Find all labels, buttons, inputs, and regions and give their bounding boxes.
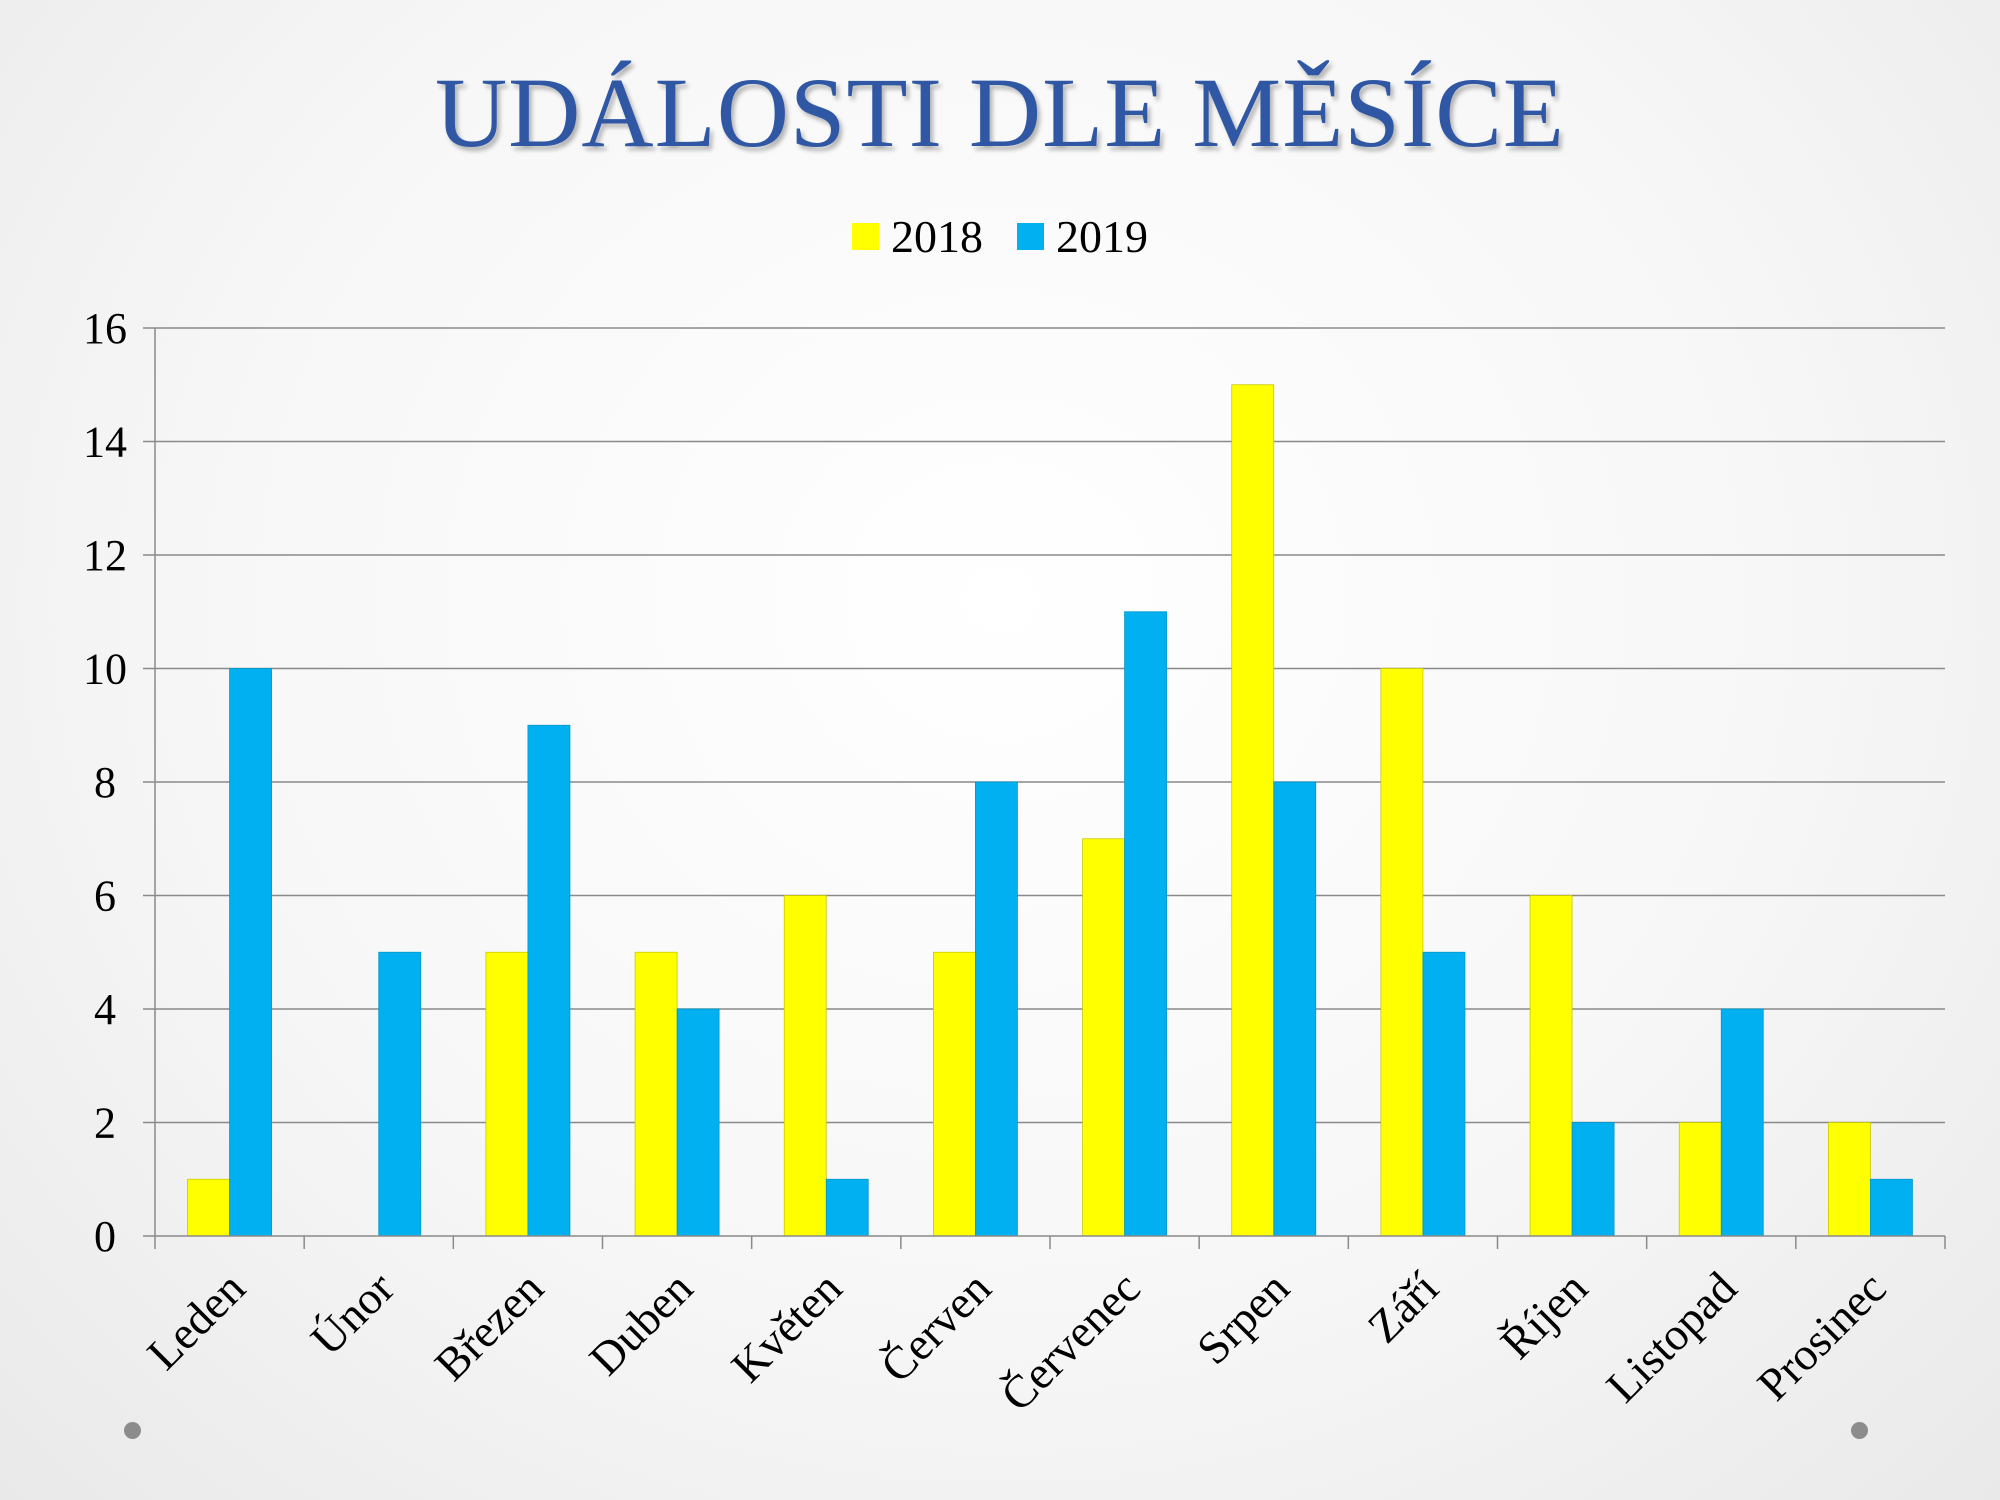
legend-swatch-2018 <box>852 223 879 250</box>
x-category-labels: Leden Únor Březen Duben Květen ČervenČervenec… <box>137 1262 1895 1421</box>
bar-2019-Listopad <box>1720 1008 1764 1237</box>
legend-label-2018: 2018 <box>891 211 983 262</box>
bar-2019-Únor <box>378 951 422 1237</box>
y-tick-label: 2 <box>94 1099 116 1148</box>
grid-lines <box>155 327 1945 1124</box>
x-category-label: Květen <box>721 1262 851 1392</box>
x-category-label: Červen <box>870 1262 1000 1392</box>
x-category-label: Červenec <box>991 1262 1150 1421</box>
x-category-label: Říjen <box>1491 1262 1598 1369</box>
bar-2018-Duben <box>634 951 678 1237</box>
bar-2018-Leden <box>187 1178 230 1237</box>
bar-2018-Červenec <box>1082 838 1125 1237</box>
chart-legend: 2018 2019 <box>0 210 2000 263</box>
legend-swatch-2019 <box>1017 223 1044 250</box>
x-category-label: Březen <box>425 1262 553 1390</box>
bar-2019-Květen <box>825 1178 869 1237</box>
bar-2019-Září <box>1422 951 1466 1237</box>
bar-2018-Listopad <box>1678 1122 1722 1237</box>
legend-label-2019: 2019 <box>1056 211 1148 262</box>
bar-2018-Říjen <box>1529 895 1573 1237</box>
bar-2018-Květen <box>783 895 827 1237</box>
y-tick-label: 10 <box>83 645 127 694</box>
y-tick-label: 8 <box>94 758 116 807</box>
bar-2019-Prosinec <box>1870 1178 1913 1237</box>
y-tick-label: 12 <box>83 531 127 580</box>
bar-2019-Říjen <box>1571 1122 1615 1237</box>
y-tick-label: 16 <box>83 304 127 353</box>
bar-2019-Leden <box>229 668 272 1237</box>
x-category-label: Leden <box>137 1262 254 1379</box>
bar-2018-Srpen <box>1231 384 1275 1237</box>
bar-2018-Prosinec <box>1828 1122 1871 1237</box>
x-category-label: Září <box>1358 1262 1448 1352</box>
bar-2018-Červen <box>933 951 976 1237</box>
legend-item-2018: 2018 <box>852 210 983 263</box>
x-category-label: Prosinec <box>1747 1262 1895 1410</box>
bar-2019-Srpen <box>1273 781 1317 1237</box>
slide-dot-right <box>1851 1422 1868 1439</box>
slide-dot-left <box>124 1422 141 1439</box>
y-tick-label: 14 <box>83 418 127 467</box>
bar-2019-Duben <box>676 1008 720 1237</box>
y-tick-labels: 0 2 4 6 8 10 12 14 16 <box>83 304 127 1261</box>
slide-title: UDÁLOSTI DLE MĚSÍCE <box>434 57 1566 168</box>
y-tick-label: 0 <box>94 1212 116 1261</box>
bar-2019-Červen <box>975 781 1018 1237</box>
x-category-label: Únor <box>301 1262 404 1365</box>
bar-2018-Březen <box>485 951 529 1237</box>
x-category-label: Listopad <box>1596 1262 1746 1412</box>
bar-2019-Březen <box>527 724 571 1237</box>
bar-2018-Září <box>1380 668 1424 1237</box>
x-category-label: Srpen <box>1187 1262 1299 1374</box>
axes <box>143 327 1946 1249</box>
bar-2019-Červenec <box>1124 611 1167 1237</box>
bars <box>187 384 1913 1237</box>
y-tick-label: 6 <box>94 872 116 921</box>
y-tick-label: 4 <box>94 985 116 1034</box>
legend-item-2019: 2019 <box>1017 210 1148 263</box>
x-category-label: Duben <box>579 1262 702 1385</box>
